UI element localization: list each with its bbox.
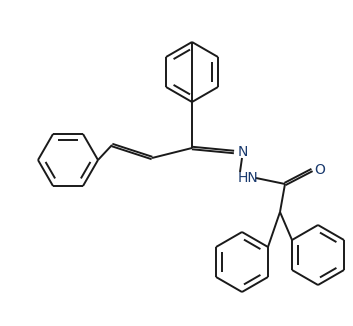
Text: HN: HN: [238, 171, 259, 185]
Text: O: O: [314, 163, 325, 177]
Text: N: N: [238, 145, 249, 159]
